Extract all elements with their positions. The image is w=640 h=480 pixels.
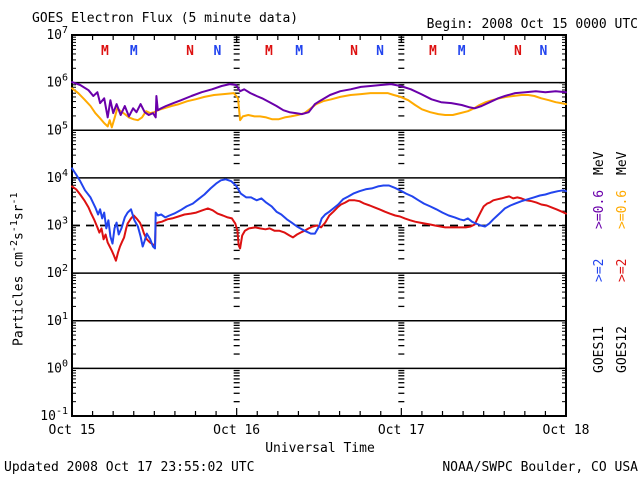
legend-goes11-satellite: GOES11: [592, 326, 607, 373]
y-tick-label: 105: [46, 120, 68, 138]
local-midnight-noon-marker: N: [186, 44, 194, 59]
legend-goes12-satellite: GOES12: [615, 326, 630, 373]
x-tick-label: Oct 16: [213, 423, 260, 438]
data-source-credit: NOAA/SWPC Boulder, CO USA: [442, 460, 638, 475]
legend-goes12-unit: MeV: [615, 151, 630, 175]
y-tick-label: 101: [46, 311, 68, 329]
y-tick-label: 100: [46, 358, 68, 376]
local-midnight-noon-marker: M: [101, 44, 109, 59]
series-goes12-e06: [71, 87, 567, 129]
x-tick-labels: Oct 15 Oct 16 Oct 17 Oct 18: [49, 423, 590, 438]
local-midnight-noon-marker: N: [539, 44, 547, 59]
legend-goes12-e06: >=0.6: [615, 189, 630, 229]
y-tick-label: 106: [46, 73, 68, 91]
local-midnight-noon-marker: M: [265, 44, 273, 59]
local-midnight-noon-marker: M: [130, 44, 138, 59]
day-boundary-dotted-lines: [233, 36, 405, 403]
local-midnight-noon-marker: N: [350, 44, 358, 59]
updated-timestamp: Updated 2008 Oct 17 23:55:02 UTC: [4, 460, 255, 475]
local-midnight-noon-marker: M: [295, 44, 303, 59]
local-midnight-noon-marker: M: [429, 44, 437, 59]
y-tick-label: 104: [46, 168, 68, 186]
y-tick-labels: 107 106 105 104 103 102 101 100 10-1: [40, 25, 68, 424]
local-midnight-noon-marker: N: [376, 44, 384, 59]
local-midnight-noon-marker: N: [214, 44, 222, 59]
legend-goes12-e2: >=2: [615, 258, 630, 282]
y-axis-title: Particles cm-2s-1sr-1: [9, 192, 27, 346]
y-tick-label: 10-1: [40, 406, 68, 424]
local-midnight-noon-marker: N: [514, 44, 522, 59]
legend-goes11-e06: >=0.6: [592, 189, 607, 229]
y-tick-label: 107: [46, 25, 68, 43]
legend-goes11-e2: >=2: [592, 258, 607, 282]
legend-goes11-unit: MeV: [592, 151, 607, 175]
series-goes11-e2: [71, 167, 567, 250]
x-axis-title: Universal Time: [265, 441, 375, 456]
begin-timestamp: Begin: 2008 Oct 15 0000 UTC: [426, 17, 638, 32]
series-goes11-e06: [71, 81, 567, 119]
plot-frame: [71, 34, 567, 417]
chart-title: GOES Electron Flux (5 minute data): [32, 11, 299, 26]
x-tick-label: Oct 18: [543, 423, 590, 438]
x-tick-label: Oct 15: [49, 423, 96, 438]
x-tick-label: Oct 17: [378, 423, 425, 438]
y-tick-label: 103: [46, 216, 68, 234]
local-midnight-noon-marker: M: [458, 44, 466, 59]
y-tick-label: 102: [46, 263, 68, 281]
decade-gridlines: [72, 81, 566, 370]
series-goes12-e2: [71, 185, 567, 262]
